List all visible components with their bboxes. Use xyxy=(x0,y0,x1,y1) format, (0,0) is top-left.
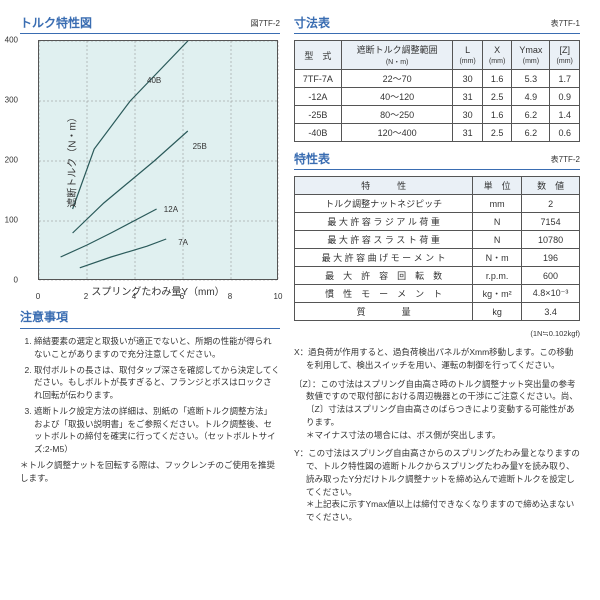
dim-sub: 表7TF-1 xyxy=(551,18,580,29)
char-title: 特性表 xyxy=(294,150,330,167)
svg-text:40B: 40B xyxy=(147,76,161,85)
dim-title: 寸法表 xyxy=(294,14,330,31)
characteristic-table: 特 性単 位数 値 トルク調整ナットネジピッチmm2最 大 許 容 ラ ジ ア … xyxy=(294,176,580,321)
notes-list: 締結要素の選定と取扱いが適正でないと、所期の性能が得られないことがありますので充… xyxy=(20,335,280,456)
chart-ylabel: 遮断トルク（N・m） xyxy=(63,112,78,208)
notes-star: ＊トルク調整ナットを回転する際は、フックレンチのご使用を推奨します。 xyxy=(20,459,280,485)
chart-xlabel: スプリングたわみ量Y（mm） xyxy=(38,283,278,298)
svg-text:7A: 7A xyxy=(178,238,188,247)
dimension-table: 型 式遮断トルク調整範囲(N・m)L(mm)X(mm)Ymax(mm)[Z](m… xyxy=(294,40,580,142)
unit-note: (1N≒0.102kgf) xyxy=(294,329,580,338)
torque-chart: 40B25B12A7A 遮断トルク（N・m） 0100200300400 024… xyxy=(20,40,280,280)
chart-sub: 図7TF-2 xyxy=(251,18,280,29)
svg-text:25B: 25B xyxy=(193,142,207,151)
chart-title: トルク特性図 xyxy=(20,14,92,31)
notes-title: 注意事項 xyxy=(20,308,68,326)
svg-text:12A: 12A xyxy=(164,205,179,214)
definitions: X：過負荷が作用すると、過負荷検出パネルがXmm移動します。この移動を利用して、… xyxy=(294,346,580,524)
char-sub: 表7TF-2 xyxy=(551,154,580,165)
